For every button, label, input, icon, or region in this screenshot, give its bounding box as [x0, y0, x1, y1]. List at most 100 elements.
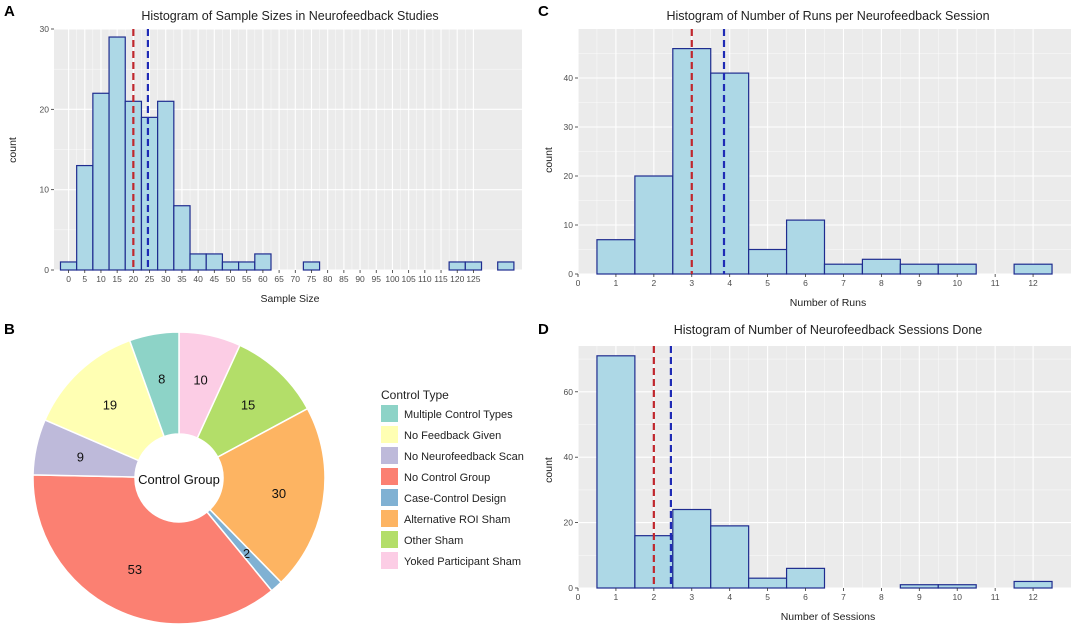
bar: [710, 525, 750, 589]
x-tick-label: 85: [339, 274, 349, 284]
legend-swatch: [381, 510, 398, 527]
y-tick-label: 40: [564, 73, 574, 83]
x-tick-label: 0: [66, 274, 71, 284]
x-tick-label: 90: [355, 274, 365, 284]
y-tick-label: 0: [44, 265, 49, 275]
x-tick-label: 10: [96, 274, 106, 284]
bar: [672, 508, 712, 589]
legend-item: No Feedback Given: [381, 426, 501, 443]
bar: [861, 258, 901, 275]
legend-label: Case-Control Design: [404, 493, 506, 505]
legend-item: No Neurofeedback Scan: [381, 447, 524, 464]
chart-title: Histogram of Number of Neurofeedback Ses…: [674, 323, 983, 337]
bar: [634, 175, 674, 275]
x-axis-title: Number of Sessions: [781, 611, 876, 623]
bar: [497, 261, 515, 271]
y-axis-title: count: [543, 147, 555, 173]
y-tick-label: 20: [564, 518, 574, 528]
x-tick-label: 1: [614, 278, 619, 288]
legend: Control Type Multiple Control Types No Fe…: [381, 388, 524, 569]
y-tick-label: 40: [564, 452, 574, 462]
bar: [1013, 580, 1053, 589]
legend-item: No Control Group: [381, 468, 490, 485]
x-tick-label: 100: [385, 274, 399, 284]
x-tick-label: 10: [952, 278, 962, 288]
x-tick-label: 1: [614, 592, 619, 602]
legend-label: Alternative ROI Sham: [404, 514, 510, 526]
y-tick-label: 20: [564, 171, 574, 181]
bar: [596, 239, 636, 275]
legend-swatch: [381, 489, 398, 506]
y-tick-label: 0: [568, 269, 573, 279]
x-tick-label: 5: [765, 278, 770, 288]
slice-no-feedback-given: [44, 339, 166, 462]
x-tick-label: 4: [727, 592, 732, 602]
slice-no-control-group: [32, 474, 273, 625]
legend-label: No Feedback Given: [404, 430, 501, 442]
legend-item: Alternative ROI Sham: [381, 510, 510, 527]
chart-title: Histogram of Sample Sizes in Neurofeedba…: [141, 9, 438, 23]
x-tick-label: 5: [82, 274, 87, 284]
x-tick-label: 80: [323, 274, 333, 284]
y-tick-label: 0: [568, 583, 573, 593]
legend-swatch: [381, 426, 398, 443]
slice-label: 53: [128, 562, 142, 577]
x-axis-title: Number of Runs: [790, 297, 866, 309]
y-axis-title: count: [7, 137, 19, 163]
x-tick-label: 11: [991, 592, 1000, 602]
slice-label: 8: [158, 371, 165, 386]
histogram-runs-per-session: Histogram of Number of Runs per Neurofee…: [543, 9, 1071, 309]
y-tick-label: 10: [40, 185, 50, 195]
x-tick-label: 5: [765, 592, 770, 602]
legend-swatch: [381, 468, 398, 485]
x-tick-label: 0: [576, 592, 581, 602]
y-tick-label: 20: [40, 104, 50, 114]
y-tick-label: 60: [564, 387, 574, 397]
x-tick-label: 105: [402, 274, 416, 284]
bar: [785, 219, 826, 275]
legend-label: No Neurofeedback Scan: [404, 451, 524, 463]
x-tick-label: 2: [651, 592, 656, 602]
x-tick-label: 20: [129, 274, 139, 284]
panel-letter-d: D: [538, 321, 549, 338]
x-tick-label: 65: [274, 274, 284, 284]
bar: [221, 261, 240, 271]
bar: [108, 36, 126, 271]
bar: [173, 205, 191, 271]
x-tick-label: 120: [450, 274, 464, 284]
x-tick-label: 6: [803, 278, 808, 288]
bar: [785, 567, 826, 589]
bar: [823, 263, 864, 275]
x-tick-label: 50: [226, 274, 236, 284]
x-tick-label: 2: [651, 278, 656, 288]
x-axis-title: Sample Size: [261, 293, 320, 305]
x-tick-label: 4: [727, 278, 732, 288]
bar: [937, 584, 977, 589]
x-tick-label: 60: [258, 274, 268, 284]
slice-label: 10: [193, 372, 207, 387]
bar: [899, 263, 939, 275]
bar: [899, 584, 939, 589]
x-tick-label: 95: [372, 274, 382, 284]
x-tick-label: 8: [879, 278, 884, 288]
slice-label: 30: [272, 486, 286, 501]
bar: [302, 261, 321, 271]
x-tick-label: 12: [1028, 592, 1038, 602]
bar: [59, 261, 78, 271]
histogram-sample-sizes: Histogram of Sample Sizes in Neurofeedba…: [7, 9, 522, 305]
bar: [748, 248, 788, 275]
x-tick-label: 10: [952, 592, 962, 602]
y-tick-label: 10: [564, 220, 574, 230]
x-tick-label: 8: [879, 592, 884, 602]
x-tick-label: 0: [576, 278, 581, 288]
bar: [710, 72, 750, 275]
x-tick-label: 11: [991, 278, 1000, 288]
legend-swatch: [381, 405, 398, 422]
bar: [937, 263, 977, 275]
x-tick-label: 15: [112, 274, 122, 284]
x-tick-label: 40: [193, 274, 203, 284]
y-tick-label: 30: [564, 122, 574, 132]
plot-area: [54, 28, 522, 271]
legend-swatch: [381, 447, 398, 464]
panel-letter-b: B: [4, 321, 15, 338]
